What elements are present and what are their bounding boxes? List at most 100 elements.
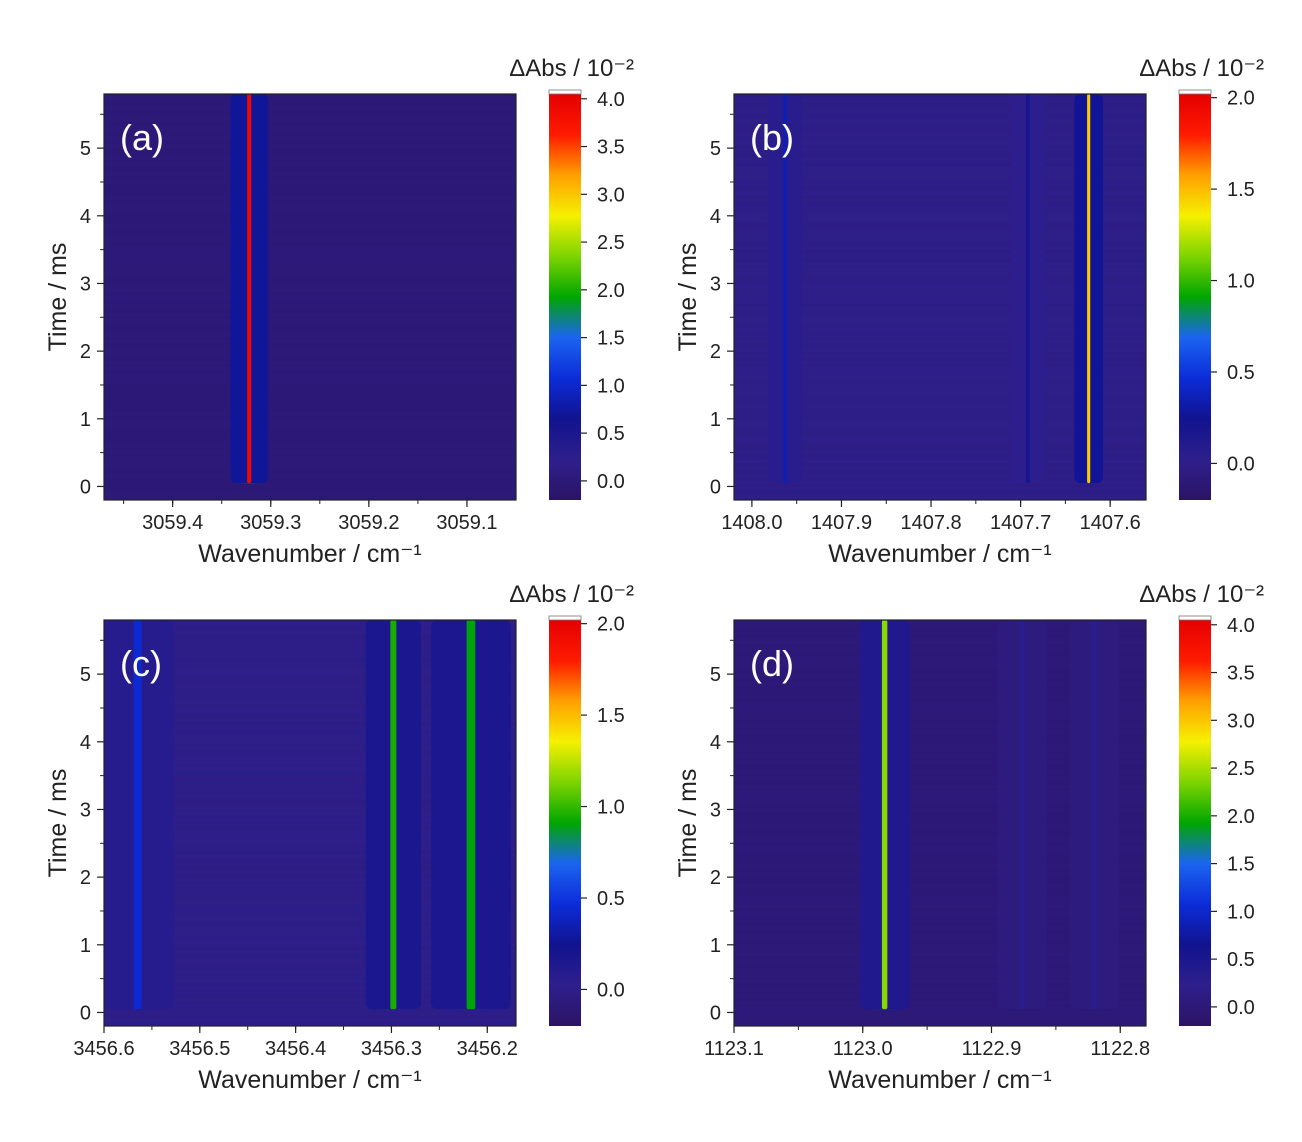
noise-row <box>734 157 1146 160</box>
noise-row <box>104 749 516 752</box>
noise-row <box>104 184 516 187</box>
noise-row <box>734 923 1146 926</box>
noise-row <box>734 100 1146 103</box>
noise-row <box>104 118 516 121</box>
y-tick-label: 1 <box>80 935 91 957</box>
noise-row <box>104 635 516 638</box>
noise-row <box>104 406 516 409</box>
x-tick-label: 1123.1 <box>704 1038 764 1060</box>
noise-row <box>734 298 1146 301</box>
colorbar-tick-label: 3.5 <box>597 137 625 159</box>
noise-row <box>104 875 516 878</box>
noise-row <box>104 674 516 677</box>
noise-row <box>734 869 1146 872</box>
heatmap-noise <box>104 94 516 500</box>
noise-row <box>104 908 516 911</box>
colorbar-gradient <box>1179 620 1211 1026</box>
noise-row <box>104 863 516 866</box>
noise-row <box>104 316 516 319</box>
noise-row <box>734 259 1146 262</box>
noise-row <box>104 920 516 923</box>
noise-row <box>734 899 1146 902</box>
noise-row <box>734 205 1146 208</box>
noise-row <box>104 1019 516 1022</box>
noise-row <box>734 800 1146 803</box>
noise-row <box>104 490 516 493</box>
noise-row <box>104 322 516 325</box>
noise-row <box>734 803 1146 806</box>
noise-row <box>734 791 1146 794</box>
noise-row <box>104 211 516 214</box>
noise-row <box>104 262 516 265</box>
noise-row <box>734 232 1146 235</box>
y-tick-label: 4 <box>710 206 721 228</box>
noise-row <box>734 184 1146 187</box>
noise-row <box>734 283 1146 286</box>
noise-row <box>104 127 516 130</box>
y-axis: 0 1 2 3 4 5 <box>80 113 104 498</box>
colorbar-gradient <box>549 94 581 500</box>
noise-row <box>734 650 1146 653</box>
noise-row <box>734 887 1146 890</box>
noise-row <box>104 289 516 292</box>
noise-row <box>104 133 516 136</box>
noise-row <box>104 226 516 229</box>
noise-row <box>734 97 1146 100</box>
noise-row <box>104 758 516 761</box>
colorbar: 0.0 0.5 1.0 1.5 2.0 2.5 3.0 3.5 4.0 ΔAbs / 10⁻² <box>1139 581 1264 1026</box>
noise-row <box>104 743 516 746</box>
noise-row <box>104 830 516 833</box>
noise-row <box>734 854 1146 857</box>
noise-row <box>734 262 1146 265</box>
noise-row <box>734 127 1146 130</box>
noise-row <box>104 334 516 337</box>
noise-row <box>104 860 516 863</box>
noise-row <box>104 340 516 343</box>
noise-row <box>734 139 1146 142</box>
noise-row <box>734 839 1146 842</box>
noise-row <box>734 1007 1146 1010</box>
noise-row <box>734 403 1146 406</box>
y-tick-label: 3 <box>80 799 91 821</box>
noise-row <box>734 896 1146 899</box>
noise-row <box>734 466 1146 469</box>
noise-row <box>734 845 1146 848</box>
noise-row <box>734 668 1146 671</box>
noise-row <box>734 484 1146 487</box>
x-tick-label: 1407.8 <box>900 512 961 534</box>
x-tick-label: 1407.7 <box>990 512 1051 534</box>
noise-row <box>734 370 1146 373</box>
noise-row <box>734 740 1146 743</box>
noise-row <box>104 812 516 815</box>
colorbar-tick-label: 0.0 <box>1227 453 1255 475</box>
noise-row <box>104 755 516 758</box>
noise-row <box>104 475 516 478</box>
noise-row <box>104 836 516 839</box>
noise-row <box>104 767 516 770</box>
noise-row <box>104 433 516 436</box>
noise-row <box>734 388 1146 391</box>
noise-row <box>104 427 516 430</box>
noise-row <box>104 277 516 280</box>
noise-row <box>734 118 1146 121</box>
noise-row <box>734 950 1146 953</box>
noise-row <box>734 647 1146 650</box>
noise-row <box>104 746 516 749</box>
noise-row <box>734 481 1146 484</box>
noise-row <box>104 986 516 989</box>
noise-row <box>734 148 1146 151</box>
noise-row <box>104 968 516 971</box>
noise-row <box>734 178 1146 181</box>
noise-row <box>734 947 1146 950</box>
panel-label: (d) <box>750 643 794 684</box>
noise-row <box>734 478 1146 481</box>
noise-row <box>734 908 1146 911</box>
noise-row <box>734 737 1146 740</box>
y-tick-label: 5 <box>80 138 91 160</box>
noise-row <box>734 695 1146 698</box>
noise-row <box>734 367 1146 370</box>
noise-row <box>104 734 516 737</box>
noise-row <box>104 806 516 809</box>
noise-row <box>734 902 1146 905</box>
